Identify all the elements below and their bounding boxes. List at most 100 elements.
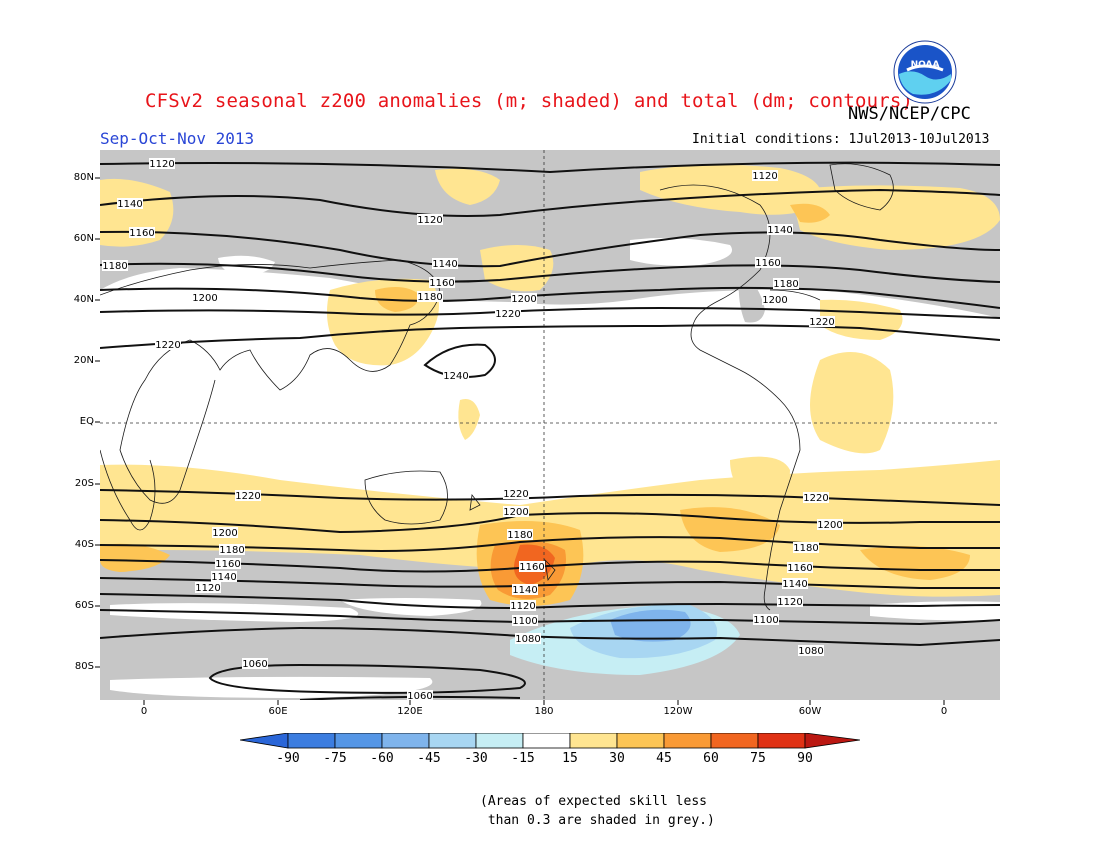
contour-labels: 1120112011201140114011401160116011601180… [102,158,843,700]
colorbar-box [381,733,430,749]
contour-label-bg [503,488,529,499]
colorbar-label: -45 [417,751,441,766]
grid-lines [100,150,1000,700]
contour-label: 1200 [762,295,787,306]
contour-label-bg [215,558,241,569]
colorbar-label: -75 [323,751,347,766]
contour-label: 1180 [219,545,244,556]
lon-label: 120E [397,706,423,717]
colorbar [240,733,860,749]
colorbar-arrow-right [804,733,860,749]
lon-label: 60W [798,706,822,717]
lon-label: 120W [663,706,693,717]
contour-label: 1220 [495,309,520,320]
colorbar-box [428,733,477,749]
contour-label-bg [817,519,843,530]
contour-label: 1140 [782,579,807,590]
contour-label: 1200 [817,520,842,531]
contour-label: 1160 [429,278,454,289]
lat-label: 20S [74,478,94,489]
contour-label: 1080 [798,646,823,657]
contour-label: 1100 [753,615,778,626]
contour-label-bg [809,316,835,327]
lat-label: 60S [74,600,94,611]
contour-label-bg [755,257,781,268]
contour-label: 1080 [515,634,540,645]
colorbar-box [663,733,712,749]
colorbar-label: 45 [656,751,672,766]
colorbar-box [569,733,618,749]
contour-label-bg [793,542,819,553]
colorbar-box [334,733,383,749]
lat-label: 80S [74,661,94,672]
contour-label: 1240 [443,371,468,382]
contour-label-bg [798,645,824,656]
contour-label: 1120 [149,159,174,170]
contour-label-bg [752,170,778,181]
contour-label-bg [102,260,128,271]
contour-label-bg [782,578,808,589]
contour-label-bg [773,278,799,289]
contour-label-bg [242,658,268,669]
contour-label: 1060 [407,691,432,700]
contour-label: 1180 [417,292,442,303]
contour-label-bg [787,562,813,573]
contour-label-bg [417,291,443,302]
colorbar-label: 90 [797,751,813,766]
contour-label: 1220 [155,340,180,351]
contour-label-bg [195,582,221,593]
contour-label: 1220 [803,493,828,504]
noaa-logo-icon: NOAA [893,40,957,104]
lat-label: 60N [73,233,94,244]
contour-label-bg [212,527,238,538]
colorbar-label: -90 [276,751,300,766]
contour-label: 1140 [767,225,792,236]
colorbar-box [522,733,571,749]
contour-label-bg [512,584,538,595]
lat-label: 80N [73,172,94,183]
colorbar-label: 75 [750,751,766,766]
contour-label: 1140 [211,572,236,583]
contour-label: 1120 [417,215,442,226]
contour-label-bg [211,571,237,582]
contour-label-bg [155,339,181,350]
colorbar-box [287,733,336,749]
contour-label-bg [192,292,218,303]
colorbar-label: 30 [609,751,625,766]
lat-label: 40S [74,539,94,550]
colorbar-box [616,733,665,749]
contour-label: 1160 [755,258,780,269]
lon-label: 0 [940,706,948,717]
lat-label: EQ [79,416,94,427]
lat-label: 20N [73,355,94,366]
season-label: Sep-Oct-Nov 2013 [100,129,255,148]
svg-text:NOAA: NOAA [911,60,940,70]
contour-label-bg [503,506,529,517]
colorbar-label: -60 [370,751,394,766]
contour-label-bg [495,308,521,319]
contour-label-bg [510,600,536,611]
lon-label: 180 [534,706,554,717]
contour-label: 1140 [117,199,142,210]
contour-label: 1160 [215,559,240,570]
contour-label-bg [753,614,779,625]
colorbar-box [757,733,806,749]
contour-label: 1200 [212,528,237,539]
colorbar-box [475,733,524,749]
contour-label-bg [429,277,455,288]
negative-anomaly-45 [610,609,691,642]
map-title: CFSv2 seasonal z200 anomalies (m; shaded… [145,90,914,112]
contour-label-bg [515,633,541,644]
contour-label-bg [762,294,788,305]
contour-label-bg [767,224,793,235]
height-contours [100,161,1000,700]
colorbar-label: 60 [703,751,719,766]
contour-label: 1180 [102,261,127,272]
contour-label-bg [512,615,538,626]
colorbar-label: -30 [464,751,488,766]
contour-label-bg [519,561,545,572]
contour-label-bg [443,370,469,381]
lat-ticks [95,177,100,668]
contour-label-bg [417,214,443,225]
contour-label: 1180 [793,543,818,554]
